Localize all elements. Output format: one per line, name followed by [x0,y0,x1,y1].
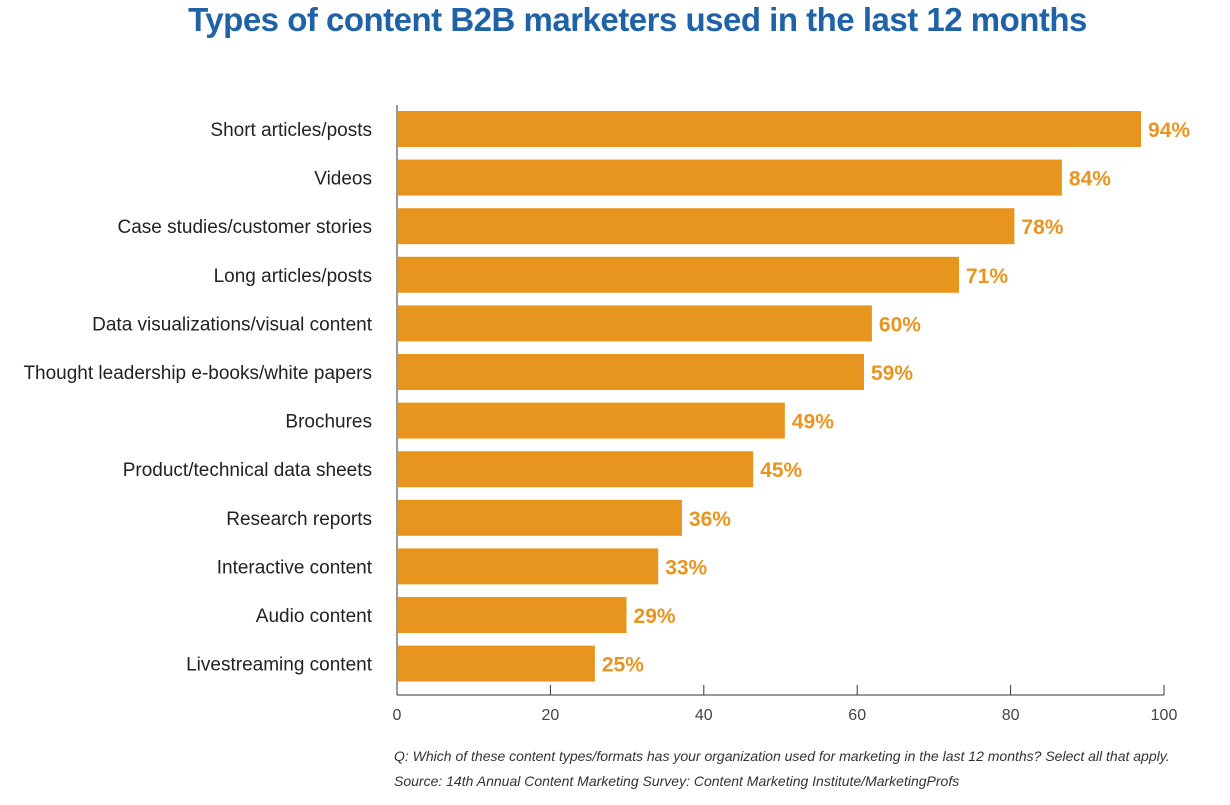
x-tick-label: 100 [1151,707,1178,724]
chart-title: Types of content B2B marketers used in t… [188,1,1087,38]
category-label: Case studies/customer stories [118,217,373,238]
bar [398,354,865,390]
bar [398,208,1015,245]
value-label: 29% [634,605,676,628]
bar [398,597,627,633]
value-label: 71% [966,265,1008,288]
category-label: Research reports [226,509,372,530]
x-tick-label: 60 [848,707,866,724]
bar [398,451,754,488]
category-label: Thought leadership e-books/white papers [23,363,372,384]
survey-question: Q: Which of these content types/formats … [394,748,1170,764]
bar [398,402,785,439]
category-label: Livestreaming content [186,655,373,676]
value-label: 45% [760,459,802,482]
category-label: Interactive content [217,557,373,578]
value-label: 33% [665,556,707,579]
category-label: Videos [314,169,372,190]
value-label: 59% [871,362,913,385]
value-label: 60% [879,313,921,336]
bar [398,159,1062,196]
bar [398,256,959,293]
x-tick-label: 0 [393,707,402,724]
x-tick-label: 40 [695,707,713,724]
category-label: Long articles/posts [214,266,372,287]
value-label: 25% [602,654,644,677]
bar [398,305,872,342]
value-label: 78% [1021,216,1063,239]
value-label: 84% [1069,168,1111,191]
bar [398,645,595,682]
category-label: Audio content [256,606,373,627]
value-label: 36% [689,508,731,531]
category-label: Product/technical data sheets [123,460,372,481]
bar [398,499,682,536]
source-note: Source: 14th Annual Content Marketing Su… [394,773,960,789]
bar [398,111,1142,147]
value-label: 49% [792,411,834,434]
category-label: Data visualizations/visual content [92,314,373,335]
bar [398,548,659,585]
value-label: 94% [1148,119,1190,142]
x-tick-label: 80 [1002,707,1020,724]
x-tick-label: 20 [542,707,560,724]
category-label: Brochures [285,412,372,433]
category-label: Short articles/posts [210,120,372,141]
